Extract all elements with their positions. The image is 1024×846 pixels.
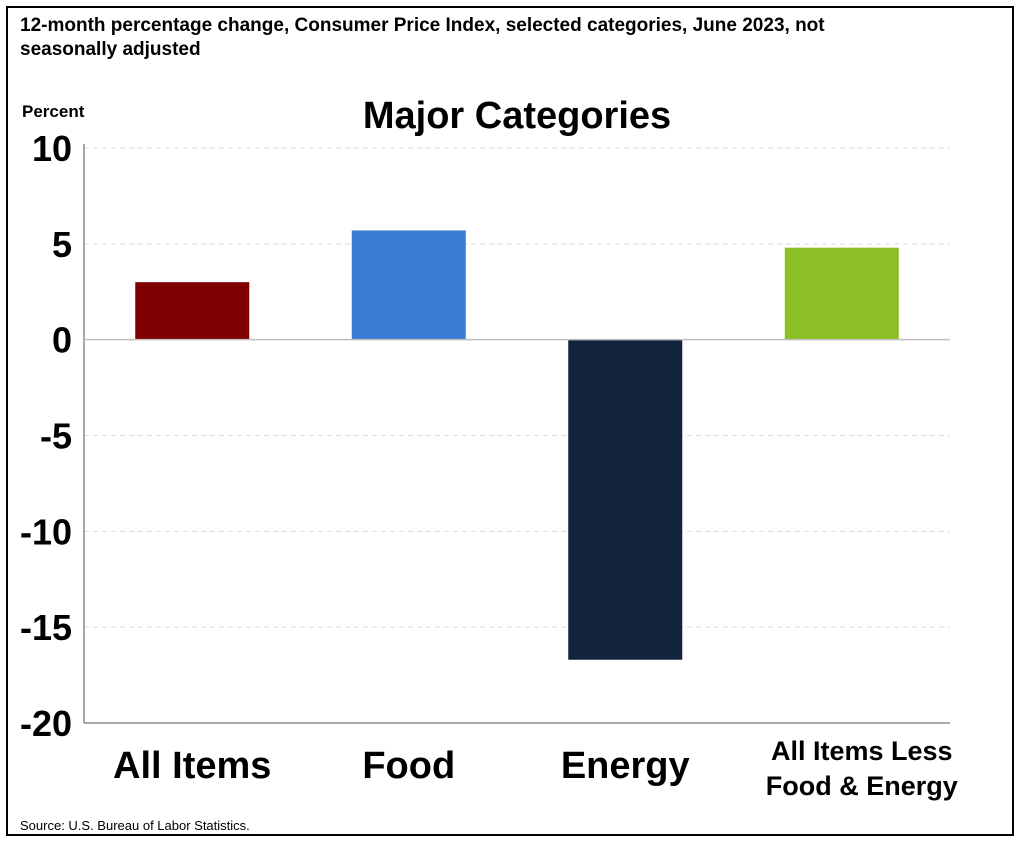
gridlines (84, 147, 950, 628)
chart-frame (6, 6, 1014, 836)
y-tick-label: -20 (20, 703, 72, 744)
bar-energy (568, 339, 683, 660)
y-tick-label: 5 (52, 224, 72, 265)
y-tick-labels: 10 5 0 -5 -10 -15 -20 (20, 128, 72, 744)
x-tick-label: All Items (113, 745, 271, 787)
x-tick-label: All Items Less Food & Energy (766, 736, 958, 801)
bar-all-items-less-food-energy (784, 247, 899, 340)
y-tick-label: 0 (52, 320, 72, 361)
y-tick-label: 10 (32, 128, 72, 169)
x-tick-labels: All Items Food Energy All Items Less Food & … (113, 736, 958, 801)
source-note: Source: U.S. Bureau of Labor Statistics. (20, 818, 250, 833)
bar-all-items (135, 282, 250, 340)
x-tick-label: Food (362, 745, 455, 787)
y-tick-label: -15 (20, 607, 72, 648)
bar-food (351, 230, 466, 340)
y-axis-label: Percent (22, 102, 85, 121)
x-tick-label: Energy (561, 745, 690, 787)
y-tick-label: -10 (20, 511, 72, 552)
y-tick-label: -5 (40, 416, 72, 457)
chart-title: Major Categories (363, 95, 671, 137)
bars (135, 230, 899, 660)
chart-header-title: 12-month percentage change, Consumer Pri… (20, 15, 825, 60)
axes (83, 144, 950, 724)
